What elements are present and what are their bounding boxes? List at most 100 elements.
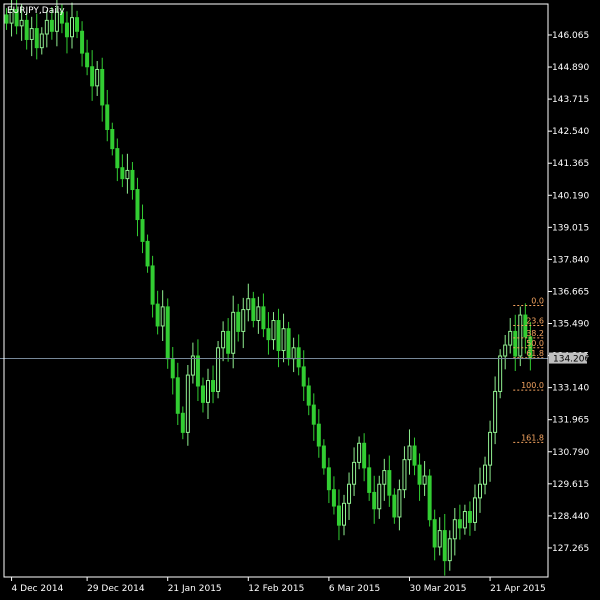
candle-body — [221, 330, 226, 349]
candle-body — [296, 347, 301, 368]
candle-body — [372, 491, 377, 510]
candle-body — [236, 311, 241, 332]
price-tick-label: 130.790 — [552, 448, 589, 458]
candle-body — [206, 380, 210, 403]
candle-body — [321, 445, 326, 469]
candle-body — [246, 298, 251, 311]
candle — [352, 447, 357, 496]
candle — [382, 458, 387, 501]
candle-body — [95, 68, 100, 87]
candle-body — [105, 104, 110, 131]
candle-body — [160, 306, 165, 327]
candle-body — [352, 461, 357, 485]
candle-body — [301, 366, 306, 387]
candle-body — [331, 489, 336, 507]
candle — [256, 296, 261, 334]
candle — [95, 61, 100, 96]
candle — [437, 517, 442, 556]
candle — [100, 57, 105, 122]
price-tick-label: 133.140 — [552, 384, 589, 394]
candle-body — [90, 66, 95, 87]
candle — [457, 504, 462, 540]
plot-frame — [3, 3, 549, 578]
current-price-label: 134.206 — [553, 355, 590, 365]
candle-body — [29, 28, 34, 40]
candle-body — [4, 14, 9, 24]
candle-body — [59, 11, 64, 24]
candle-body — [251, 298, 256, 322]
candle — [59, 3, 64, 34]
candle — [216, 340, 221, 399]
candle — [447, 530, 452, 571]
candle-body — [513, 330, 518, 357]
candle — [417, 453, 422, 501]
candle-body — [412, 445, 417, 466]
price-tick-label: 136.665 — [552, 287, 589, 297]
candle-body — [437, 530, 442, 548]
candle-body — [508, 330, 513, 346]
candle-body — [276, 320, 281, 352]
candle-body — [377, 483, 382, 510]
fib-level-label: 0.0 — [531, 297, 544, 306]
candle-body — [110, 129, 115, 150]
candle — [185, 364, 190, 446]
date-tick-label: 29 Dec 2014 — [87, 584, 145, 594]
candle-body — [200, 385, 205, 403]
candle-body — [523, 314, 528, 338]
candle-body — [80, 30, 85, 54]
fib-level-label: 161.8 — [521, 433, 544, 442]
candle — [226, 318, 231, 362]
candle-body — [9, 8, 14, 24]
candle — [85, 39, 90, 76]
price-axis: 146.065 144.890 143.715 142.540 141.365 140.1… — [548, 31, 589, 554]
candle — [180, 406, 185, 440]
candle-body — [357, 442, 362, 463]
candle — [44, 10, 49, 48]
candle — [155, 290, 160, 335]
candle-body — [442, 530, 447, 562]
current-price-tag: 134.206 — [549, 352, 590, 365]
candle-body — [155, 303, 160, 327]
price-tick-label: 135.490 — [552, 320, 589, 330]
price-tick-label: 143.715 — [552, 95, 589, 105]
candle — [190, 342, 195, 384]
candle — [326, 457, 331, 504]
candle — [231, 295, 236, 369]
candle-body — [306, 385, 311, 406]
candle-body — [39, 33, 44, 49]
chart-title: EURJPY,Daily — [7, 6, 65, 16]
candle — [49, 7, 54, 40]
candle — [19, 3, 24, 41]
candle — [321, 439, 326, 475]
candle-body — [271, 320, 276, 341]
candle-body — [226, 330, 231, 354]
candle-body — [422, 475, 427, 485]
candle-body — [402, 459, 407, 491]
candle-body — [311, 404, 316, 425]
candle — [200, 377, 205, 413]
candle — [14, 0, 19, 35]
candle — [427, 469, 432, 527]
candle-body — [211, 380, 216, 392]
date-tick-label: 21 Jan 2015 — [168, 584, 222, 594]
date-tick-label: 21 Apr 2015 — [490, 584, 546, 594]
candle — [402, 446, 407, 499]
candle-body — [115, 148, 120, 169]
fibonacci-layer: 0.0 23.6 38.250.061.8 100.0 161.8 — [513, 297, 545, 443]
candle — [377, 475, 382, 519]
candle-body — [190, 355, 195, 376]
candle — [135, 177, 140, 237]
price-tick-label: 141.365 — [552, 159, 589, 169]
candle — [115, 138, 120, 182]
candle — [120, 154, 125, 188]
candle — [175, 362, 180, 426]
candle-body — [291, 347, 296, 360]
fib-level-label: 100.0 — [521, 381, 544, 390]
candle-body — [70, 17, 74, 38]
candle-body — [175, 377, 180, 414]
candle — [241, 297, 246, 349]
date-tick-label: 6 Mar 2015 — [329, 584, 380, 594]
fib-level-label: 50.0 — [526, 339, 544, 348]
